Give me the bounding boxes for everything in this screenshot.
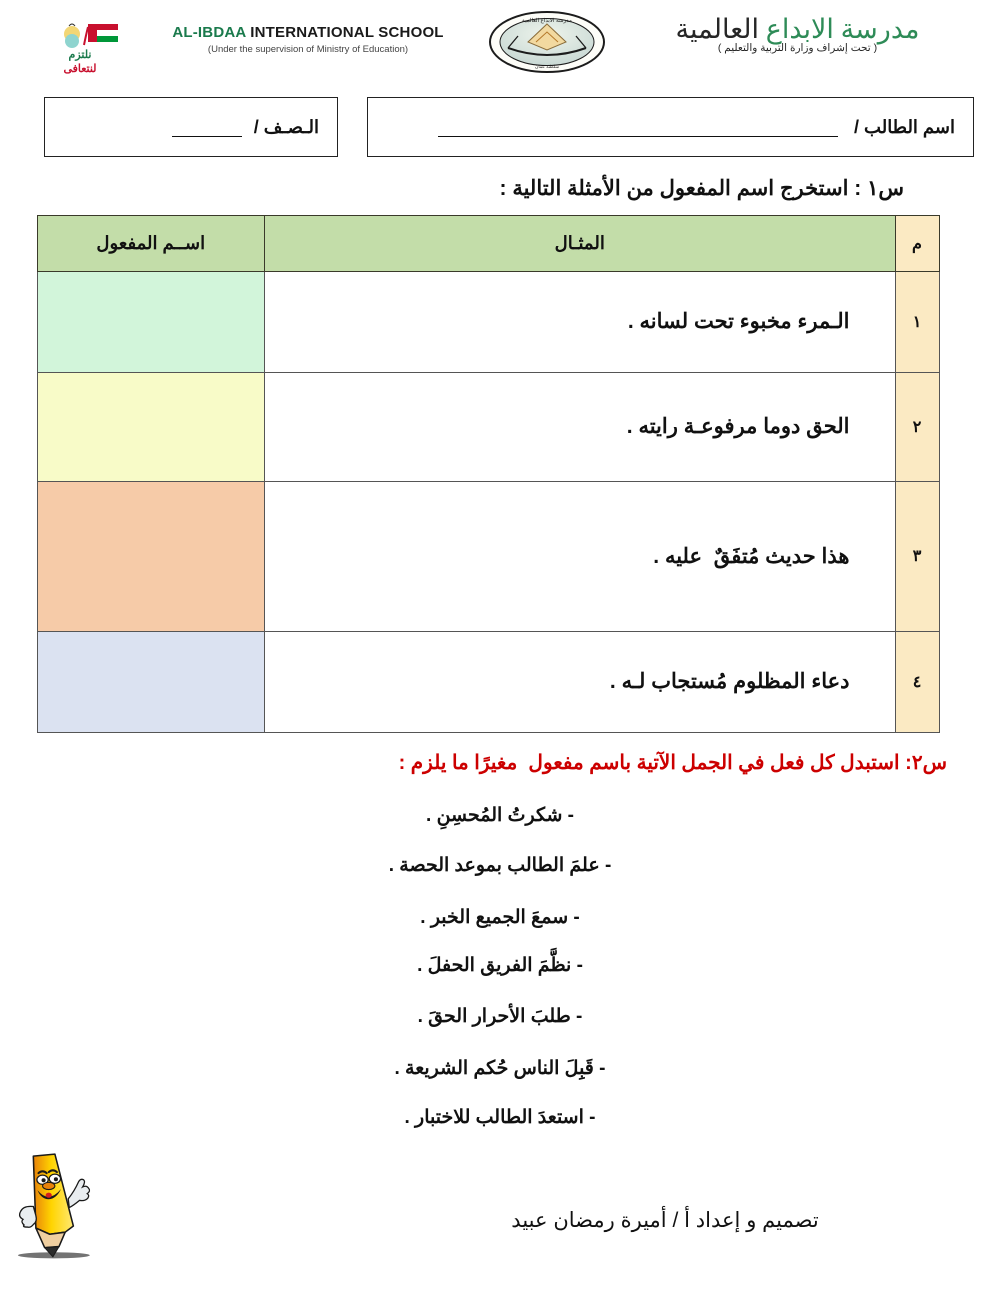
svg-text:لنتعافى: لنتعافى [63,63,96,75]
svg-text:سلطنة عمان: سلطنة عمان [535,64,559,69]
svg-text:مدرسة الابداع العالمية: مدرسة الابداع العالمية [522,17,572,24]
svg-text:نلتزم: نلتزم [69,49,92,61]
